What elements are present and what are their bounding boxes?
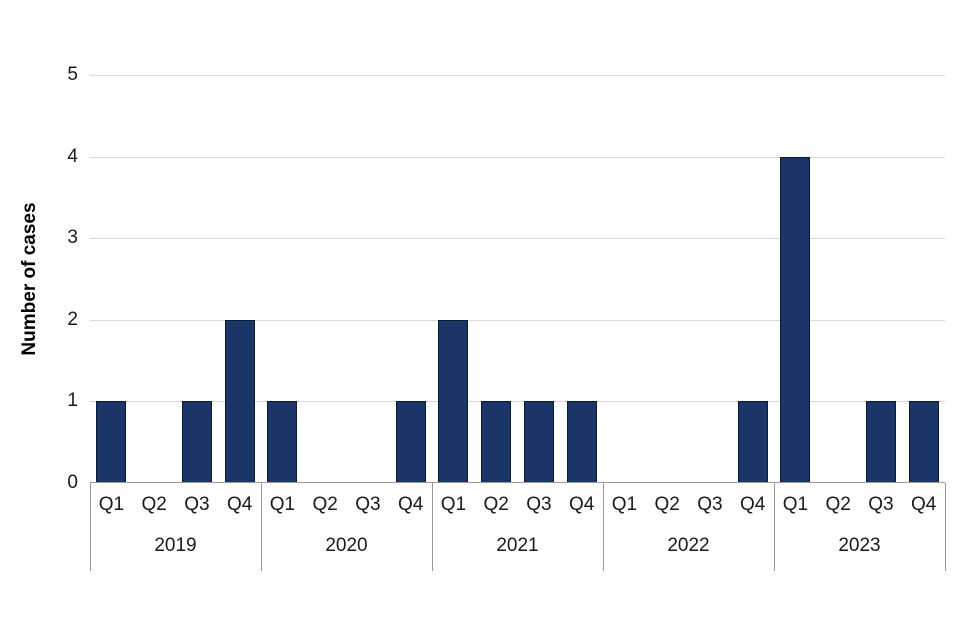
year-label: 2021 [496,535,539,556]
year-label: 2022 [667,535,710,556]
bar [267,401,298,483]
bar [481,401,512,483]
quarter-label: Q2 [141,494,167,515]
year-separator [261,483,262,571]
quarter-label: Q1 [98,494,125,515]
bar [908,401,939,483]
gridline [90,156,945,158]
quarter-label: Q4 [568,494,595,515]
year-label: 2020 [325,535,368,556]
bar [566,401,597,483]
quarter-label: Q2 [483,494,509,515]
bar [438,319,469,483]
bar [865,401,896,483]
year-label: 2023 [838,535,881,556]
quarter-label: Q3 [526,494,552,515]
quarter-label: Q1 [269,494,296,515]
y-tick-label: 0 [67,472,78,493]
quarter-label: Q2 [312,494,338,515]
quarter-label: Q3 [355,494,381,515]
quarter-label: Q1 [611,494,638,515]
year-separator [90,483,91,571]
gridline [90,238,945,240]
quarter-label: Q1 [440,494,467,515]
gridline [90,319,945,321]
quarter-label: Q3 [868,494,894,515]
gridline [90,75,945,76]
y-tick-label: 1 [67,390,78,412]
year-label: 2019 [154,535,197,556]
y-tick-label: 5 [67,64,78,85]
bar [181,401,212,483]
bar [780,156,811,483]
bar [737,401,768,483]
gridline [90,401,945,403]
quarter-label: Q3 [184,494,210,515]
bar [96,401,127,483]
year-separator [774,483,775,571]
y-tick-label: 4 [67,145,78,167]
bar [224,319,255,483]
x-axis-line [90,482,945,483]
quarter-label: Q3 [697,494,723,515]
quarter-label: Q1 [782,494,809,515]
quarter-label: Q4 [226,494,253,515]
quarter-label: Q4 [397,494,424,515]
year-separator [603,483,604,571]
y-axis-title: Number of cases [19,202,40,356]
bar [523,401,554,483]
quarter-label: Q2 [825,494,851,515]
year-separator [432,483,433,571]
bar [395,401,426,483]
y-tick-label: 3 [67,227,78,249]
quarter-label: Q4 [739,494,766,515]
year-separator [945,483,946,571]
quarter-label: Q2 [654,494,680,515]
quarter-label: Q4 [910,494,937,515]
plot-area [90,75,945,483]
y-tick-label: 2 [67,308,78,330]
